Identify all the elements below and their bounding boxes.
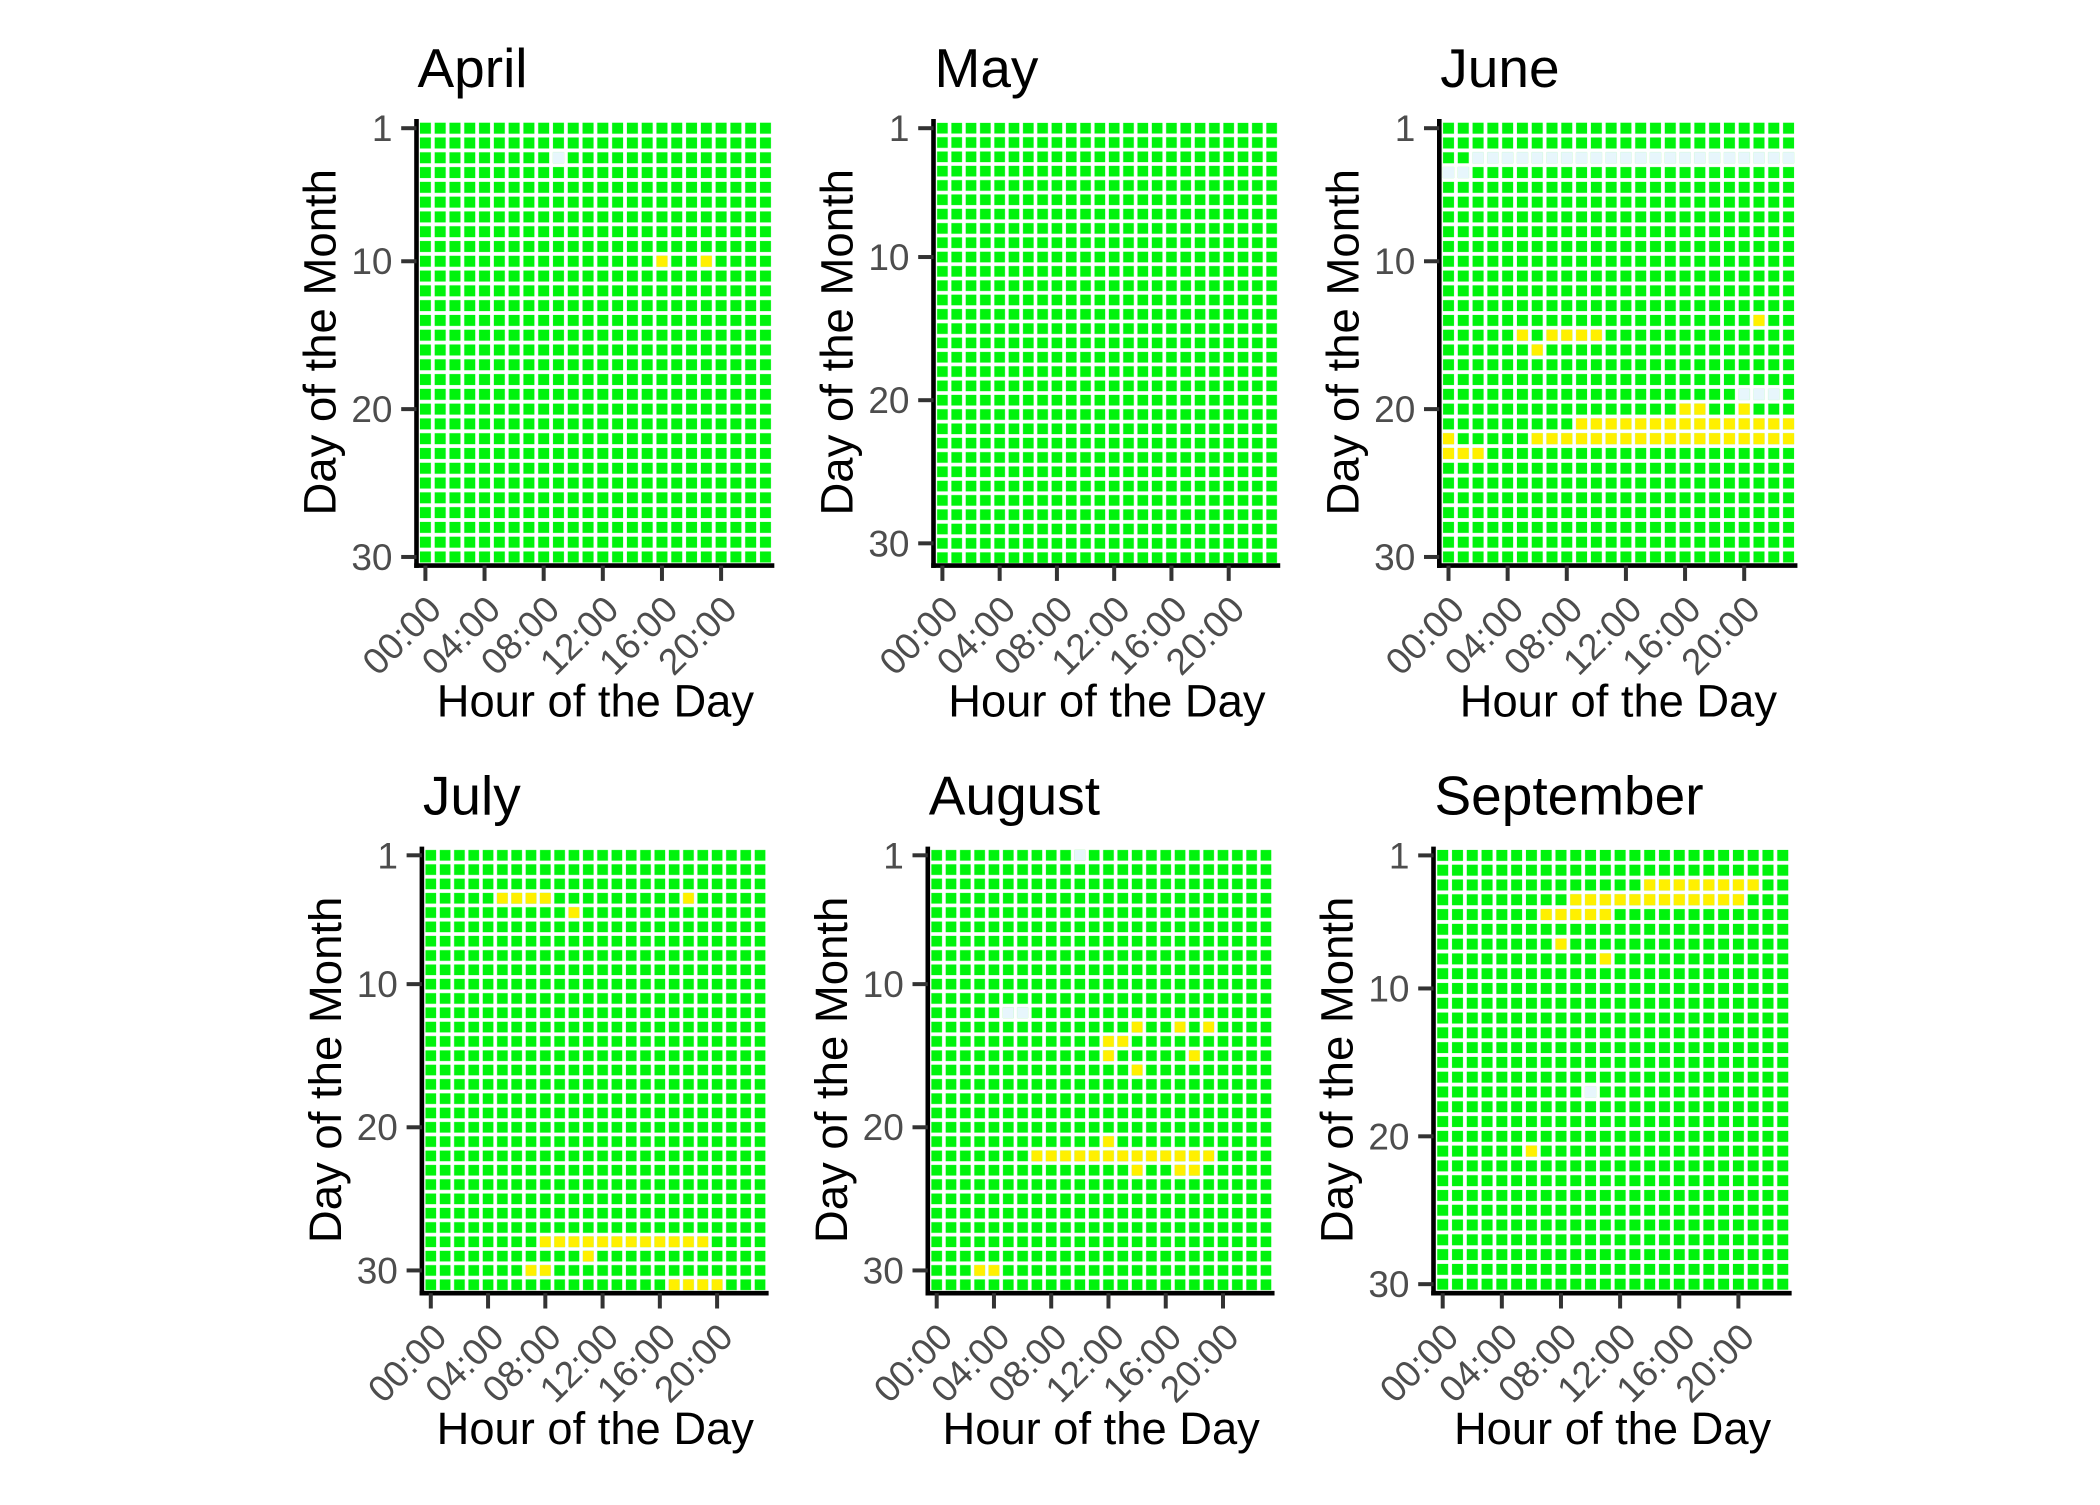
- svg-text:Hour of the Day: Hour of the Day: [943, 1403, 1261, 1454]
- svg-text:20: 20: [351, 389, 392, 430]
- svg-text:Hour of the Day: Hour of the Day: [437, 676, 755, 727]
- svg-text:Hour of the Day: Hour of the Day: [437, 1403, 755, 1454]
- svg-text:1: 1: [372, 108, 393, 149]
- svg-text:1: 1: [377, 835, 398, 876]
- svg-text:Day of the Month: Day of the Month: [300, 897, 351, 1244]
- svg-text:May: May: [935, 37, 1039, 99]
- svg-text:Day of the Month: Day of the Month: [1317, 169, 1368, 516]
- svg-text:20: 20: [863, 1107, 904, 1148]
- svg-text:10: 10: [357, 964, 398, 1005]
- svg-text:Day of the Month: Day of the Month: [1312, 897, 1363, 1244]
- svg-text:August: August: [929, 765, 1100, 827]
- svg-text:June: June: [1440, 37, 1559, 99]
- svg-text:30: 30: [1374, 537, 1415, 578]
- svg-text:30: 30: [357, 1250, 398, 1291]
- svg-text:30: 30: [863, 1250, 904, 1291]
- svg-text:30: 30: [868, 523, 909, 564]
- svg-text:20: 20: [357, 1107, 398, 1148]
- svg-text:April: April: [418, 37, 528, 99]
- svg-text:Day of the Month: Day of the Month: [295, 169, 346, 516]
- svg-text:1: 1: [889, 108, 910, 149]
- svg-text:Day of the Month: Day of the Month: [806, 897, 857, 1244]
- svg-text:Hour of the Day: Hour of the Day: [948, 676, 1266, 727]
- svg-text:July: July: [423, 765, 521, 827]
- svg-text:1: 1: [1395, 108, 1416, 149]
- svg-text:10: 10: [351, 241, 392, 282]
- svg-text:20: 20: [1368, 1116, 1409, 1157]
- svg-text:10: 10: [863, 964, 904, 1005]
- svg-text:10: 10: [868, 237, 909, 278]
- svg-text:10: 10: [1368, 968, 1409, 1009]
- svg-text:Hour of the Day: Hour of the Day: [1454, 1403, 1772, 1454]
- svg-text:Hour of the Day: Hour of the Day: [1460, 676, 1778, 727]
- svg-text:20: 20: [1374, 389, 1415, 430]
- svg-text:September: September: [1435, 765, 1704, 827]
- svg-text:1: 1: [1389, 835, 1410, 876]
- svg-text:Day of the Month: Day of the Month: [812, 169, 863, 516]
- svg-text:10: 10: [1374, 241, 1415, 282]
- svg-text:1: 1: [883, 835, 904, 876]
- svg-text:30: 30: [351, 537, 392, 578]
- svg-text:20: 20: [868, 380, 909, 421]
- svg-text:30: 30: [1368, 1264, 1409, 1305]
